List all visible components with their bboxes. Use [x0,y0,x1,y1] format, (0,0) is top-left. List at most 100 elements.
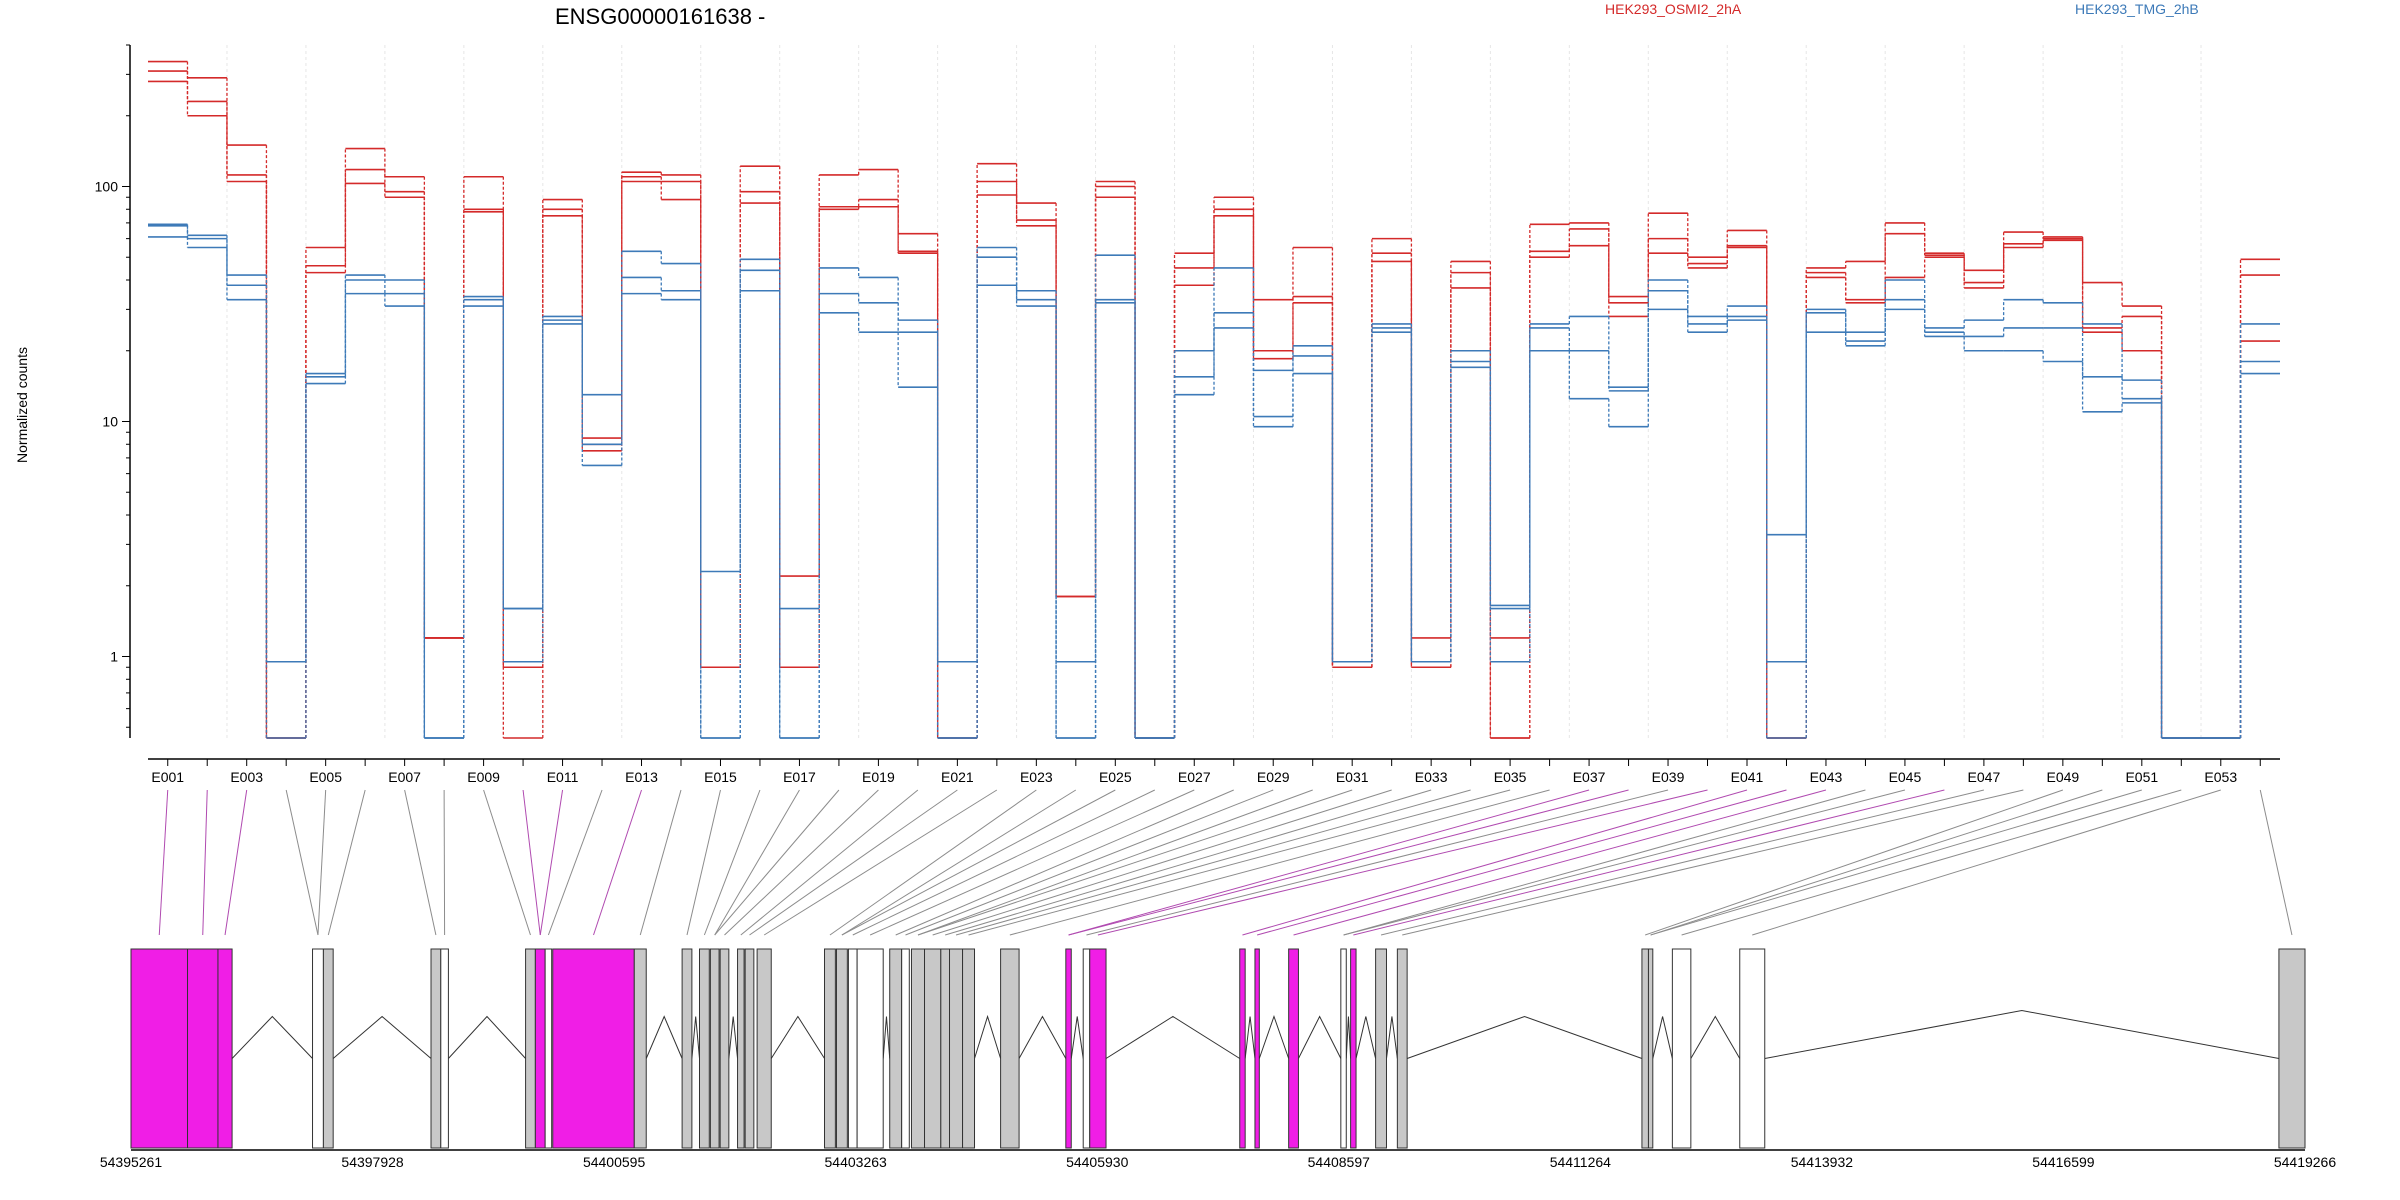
exon-box [1671,948,1692,1149]
exon-connector [869,789,1195,936]
y-tick-label: 1 [110,649,118,665]
exon-box [835,948,848,1149]
x-tick-label: E035 [1494,769,1527,785]
exon-box [744,948,755,1149]
exon-connector [1402,789,2024,936]
x-tick-label: E029 [1257,769,1290,785]
x-tick-label: E001 [151,769,184,785]
exon-connector [703,789,761,936]
legend-entry-osmi2: HEK293_OSMI2_2hA [1605,1,1742,17]
exon-box [901,948,910,1149]
exon-connector [483,789,531,936]
exon-box [940,948,951,1149]
exon-box [856,948,884,1149]
exon-box [681,948,693,1149]
exon-connector [686,789,721,936]
exon-box [756,948,772,1149]
genomic-tick-label: 54400595 [583,1154,646,1170]
exon-connector [1242,789,1748,936]
exon-box [924,948,942,1149]
exon-box [709,948,720,1149]
x-tick-label: E025 [1099,769,1132,785]
exon-connector [1681,789,2182,936]
exon-connector [763,789,998,936]
exon-box [633,948,647,1149]
exon-box [1396,948,1408,1149]
exon-box [910,948,926,1149]
exon-connector [224,789,248,936]
exon-box [1089,948,1107,1149]
exon-connector [202,789,208,936]
x-tick-label: E021 [941,769,974,785]
series-connector-line [186,224,2242,738]
exon-box [2278,948,2306,1149]
series-hek293_osmi2_2ha-rep1 [148,70,2280,739]
plot-gridlines [226,45,2202,738]
x-tick-label: E033 [1415,769,1448,785]
genomic-tick-label: 54397928 [341,1154,404,1170]
series-connector-line [186,236,2242,738]
series-hek293_osmi2_2ha-rep0 [148,60,2280,739]
x-tick-label: E005 [309,769,342,785]
exon-connector [1343,789,1866,936]
x-tick-label: E007 [388,769,421,785]
exon-box [699,948,710,1149]
exon-connector [539,789,564,936]
exon-connector [1097,789,1708,936]
x-tick-label: E011 [547,769,579,785]
series-hek293_tmg_2hb-rep4 [148,225,2280,739]
genomic-tick-label: 54408597 [1308,1154,1371,1170]
exon-box [1082,948,1091,1149]
exon-connector [317,789,327,936]
exon-connector [2259,789,2293,936]
exon-connector [829,789,1037,936]
exon-connector [1650,789,2142,936]
series-hek293_osmi2_2ha-rep2 [148,80,2280,739]
chart-title: ENSG00000161638 - [555,4,765,29]
y-tick-label: 10 [102,413,118,429]
exon-connector [1380,789,1985,936]
genomic-tick-label: 54403263 [825,1154,888,1170]
exon-box [552,948,635,1149]
exon-connector [593,789,642,936]
exon-connector [404,789,437,936]
genomic-tick-label: 54419266 [2274,1154,2337,1170]
series-hek293_tmg_2hb-rep5 [148,236,2280,739]
exon-connector [955,789,1471,936]
exon-box [217,948,233,1149]
exon-connector [841,789,1116,936]
exon-box [1239,948,1246,1149]
genomic-tick-label: 54411264 [1550,1154,1611,1170]
exon-box [544,948,553,1149]
series-connector-line [186,81,2242,738]
exon-connector [327,789,366,936]
exon-connector [714,789,840,936]
exon-connector [932,789,1392,936]
exon-box [1340,948,1347,1149]
exon-box [1641,948,1649,1149]
exon-box [1065,948,1072,1149]
exon-connector [740,789,919,936]
exon-box [440,948,449,1149]
exon-connector [1752,789,2221,936]
series-connector-line [186,61,2242,738]
exon-box [949,948,964,1149]
exon-connector [547,789,603,936]
x-tick-label: E041 [1731,769,1764,785]
genomic-tick-label: 54395261 [100,1154,163,1170]
exon-box [1350,948,1357,1149]
x-tick-label: E013 [625,769,658,785]
exon-connector [852,789,1155,936]
exon-connector [285,789,319,936]
x-tick-label: E019 [862,769,895,785]
exon-connector [1068,789,1590,936]
exon-box [1000,948,1020,1149]
exon-connectors [158,789,2293,936]
x-tick-label: E053 [2204,769,2237,785]
exon-connector [714,789,800,936]
exon-connector [639,789,682,936]
exon-connector [1068,789,1629,936]
x-tick-label: E047 [1968,769,2001,785]
exon-box [534,948,546,1149]
exon-connector [724,789,879,936]
